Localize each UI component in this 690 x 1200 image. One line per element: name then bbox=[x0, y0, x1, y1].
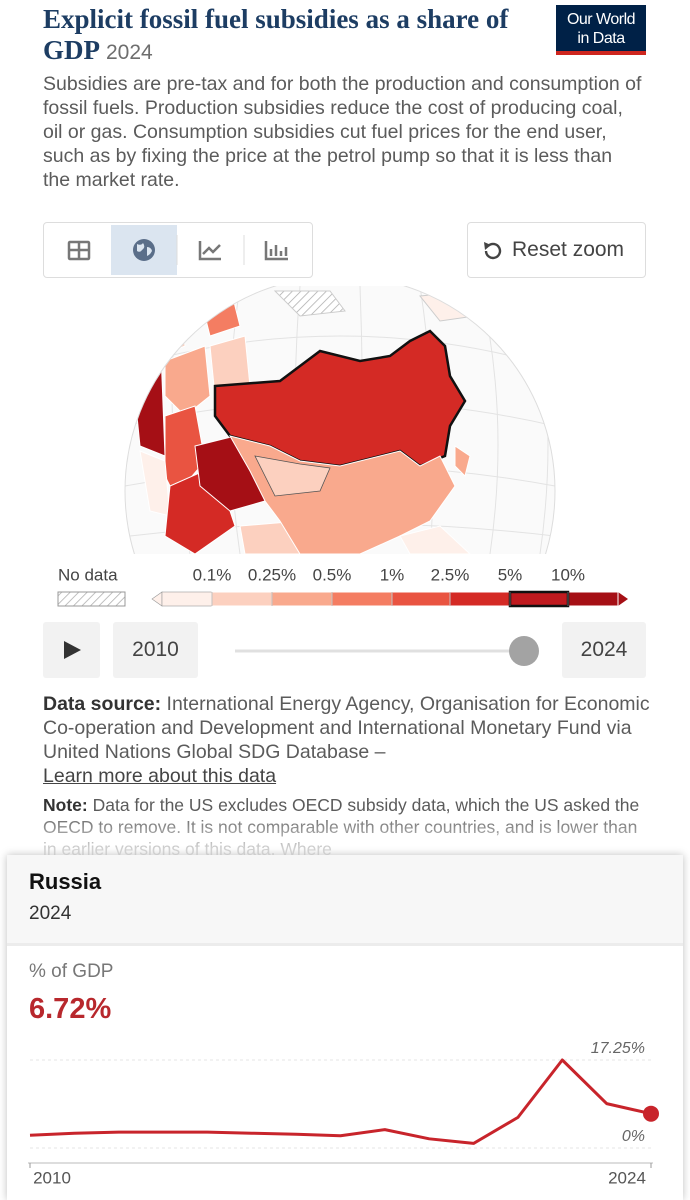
tooltip: Russia 2024 % of GDP 6.72% bbox=[7, 855, 683, 1200]
legend-label: 5% bbox=[498, 565, 523, 584]
legend-label: 2.5% bbox=[431, 565, 470, 584]
sparkline: 0% 17.25% 2010 2024 bbox=[28, 1040, 659, 1187]
play-button[interactable] bbox=[43, 622, 100, 678]
source-label: Data source: bbox=[43, 693, 162, 715]
learn-more-link[interactable]: Learn more about this data bbox=[43, 765, 277, 787]
x-tick-label: 2024 bbox=[608, 1168, 646, 1187]
tooltip-metric: % of GDP bbox=[29, 961, 114, 982]
title-text: Explicit fossil fuel subsidies as a shar… bbox=[43, 4, 509, 65]
legend-arrow bbox=[618, 592, 628, 606]
legend-bin bbox=[211, 591, 273, 607]
no-data-label: No data bbox=[58, 565, 118, 584]
legend-bin bbox=[161, 591, 213, 607]
timeline-slider[interactable] bbox=[220, 622, 550, 678]
legend-bin bbox=[271, 591, 333, 607]
legend-bin bbox=[391, 591, 451, 607]
legend-bin bbox=[449, 591, 511, 607]
data-source: Data source: International Energy Agency… bbox=[43, 692, 653, 788]
tooltip-value: 6.72% bbox=[29, 993, 112, 1025]
timeline-start[interactable]: 2010 bbox=[113, 622, 198, 678]
note-label: Note: bbox=[43, 795, 88, 815]
reset-zoom-button[interactable]: Reset zoom bbox=[467, 222, 646, 278]
timeline-end[interactable]: 2024 bbox=[562, 622, 646, 678]
table-tab[interactable] bbox=[67, 240, 91, 261]
tooltip-year: 2024 bbox=[29, 903, 72, 924]
tab-icons bbox=[67, 225, 288, 275]
map[interactable] bbox=[0, 286, 690, 554]
legend-label: 10% bbox=[551, 565, 585, 584]
subtitle: Subsidies are pre-tax and for both the p… bbox=[43, 73, 642, 191]
map-tab[interactable] bbox=[133, 239, 155, 261]
logo-line: Our World bbox=[566, 11, 636, 28]
legend-label: 0.5% bbox=[313, 565, 352, 584]
logo[interactable]: Our World in Data bbox=[556, 5, 646, 55]
y-tick-label: 0% bbox=[622, 1128, 645, 1145]
logo-line: in Data bbox=[577, 30, 625, 47]
end-point bbox=[643, 1105, 659, 1122]
source-text: International Energy Agency, Organisatio… bbox=[43, 693, 650, 763]
reset-icon bbox=[484, 242, 502, 260]
legend: No data 0.1% 0.25% 0.5% 1% 2.5% 5% 10% bbox=[57, 565, 628, 608]
legend-label: 0.25% bbox=[248, 565, 296, 584]
legend-bin bbox=[567, 591, 619, 607]
legend-arrow bbox=[151, 591, 163, 607]
bar-tab[interactable] bbox=[264, 241, 288, 261]
y-tick-label: 17.25% bbox=[591, 1040, 645, 1057]
legend-label: 0.1% bbox=[193, 565, 232, 584]
view-tabs bbox=[43, 222, 313, 278]
tooltip-country: Russia bbox=[29, 869, 102, 894]
tooltip-header: Russia 2024 bbox=[7, 855, 683, 946]
legend-bin bbox=[331, 591, 393, 607]
legend-bin bbox=[509, 591, 569, 607]
title: Explicit fossil fuel subsidies as a shar… bbox=[43, 4, 533, 68]
no-data-swatch bbox=[57, 591, 126, 607]
line-tab[interactable] bbox=[198, 241, 221, 261]
x-tick-label: 2010 bbox=[33, 1168, 71, 1187]
legend-label: 1% bbox=[380, 565, 405, 584]
reset-zoom-label: Reset zoom bbox=[512, 238, 625, 261]
series-line bbox=[29, 1058, 652, 1145]
play-icon bbox=[64, 641, 81, 659]
title-year: 2024 bbox=[106, 41, 153, 64]
